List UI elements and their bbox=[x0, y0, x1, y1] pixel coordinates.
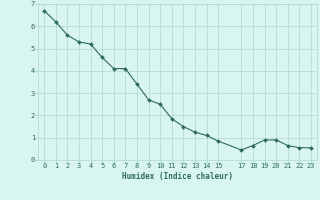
X-axis label: Humidex (Indice chaleur): Humidex (Indice chaleur) bbox=[122, 172, 233, 181]
